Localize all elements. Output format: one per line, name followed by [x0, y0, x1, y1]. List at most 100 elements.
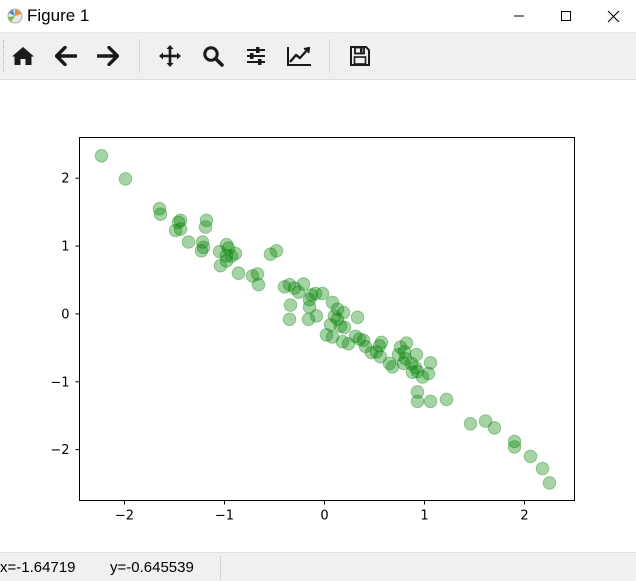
data-point [415, 370, 430, 384]
save-button[interactable] [345, 41, 375, 71]
data-point [269, 244, 284, 258]
data-point [153, 207, 168, 221]
data-point [369, 345, 384, 359]
data-point [352, 332, 367, 346]
data-point [323, 318, 338, 332]
sliders-icon [247, 47, 265, 65]
home-button[interactable] [8, 41, 38, 71]
data-point [385, 360, 400, 374]
data-point [523, 449, 538, 464]
title-bar: Figure 1 [0, 0, 636, 33]
data-point [439, 392, 454, 407]
data-point [94, 149, 109, 163]
x-axis: −2 −1 0 1 2 [115, 500, 529, 524]
data-point [348, 329, 363, 344]
zoom-button[interactable] [198, 41, 228, 71]
data-point [282, 312, 297, 327]
data-point [507, 440, 522, 454]
maximize-button[interactable] [543, 0, 589, 32]
data-point [364, 345, 379, 360]
forward-button[interactable] [93, 41, 123, 71]
data-point [356, 333, 371, 348]
data-point [245, 269, 260, 283]
data-point [224, 249, 239, 263]
data-point [168, 223, 183, 238]
data-point [325, 295, 340, 310]
data-point [219, 248, 234, 263]
data-point [410, 385, 425, 399]
scatter-plot[interactable]: −2 −1 0 1 2 −2 −1 0 1 2 [0, 80, 636, 552]
data-point [330, 302, 345, 316]
data-point [507, 434, 522, 449]
data-point [152, 201, 167, 216]
data-point [398, 351, 413, 366]
data-point [263, 247, 278, 261]
data-point [330, 312, 345, 327]
minimize-icon [514, 15, 524, 17]
close-icon [607, 10, 619, 22]
data-point [199, 213, 214, 228]
y-tick-label: 0 [61, 307, 69, 322]
data-point [358, 339, 373, 354]
data-point [350, 310, 365, 325]
cursor-x-readout: x=-1.64719 [0, 559, 76, 576]
toolbar-grip[interactable] [3, 40, 6, 72]
data-point [251, 277, 266, 292]
data-point [423, 394, 438, 409]
navigation-toolbar [0, 33, 636, 80]
data-point [408, 360, 423, 375]
axes-frame [79, 137, 575, 501]
data-point [173, 222, 188, 236]
configure-subplots-button[interactable] [241, 41, 271, 71]
y-tick-label: −1 [50, 375, 69, 390]
data-point [283, 298, 298, 312]
data-point [404, 356, 419, 371]
x-tick-label: 1 [420, 509, 428, 524]
edit-axes-button[interactable] [284, 41, 314, 71]
figure-canvas[interactable]: −2 −1 0 1 2 −2 −1 0 1 2 [0, 80, 636, 552]
close-button[interactable] [590, 0, 636, 32]
data-point [219, 237, 234, 252]
data-point [228, 246, 243, 261]
data-point [410, 364, 425, 379]
data-point [535, 461, 550, 476]
back-button[interactable] [51, 41, 81, 71]
data-point [302, 300, 317, 314]
x-tick-label: 0 [320, 509, 328, 524]
status-separator [220, 556, 221, 580]
data-point [327, 309, 342, 323]
x-tick-label: −2 [115, 509, 134, 524]
data-point [396, 356, 411, 371]
data-point [325, 330, 340, 344]
data-point [304, 288, 319, 302]
data-point [296, 277, 311, 291]
data-point [212, 244, 227, 259]
data-point [463, 417, 478, 431]
data-point [291, 285, 306, 299]
x-tick-label: 2 [520, 509, 528, 524]
cursor-y-readout: y=-0.645539 [110, 559, 194, 576]
pan-button[interactable] [155, 41, 185, 71]
data-point [421, 366, 436, 381]
status-bar: x=-1.64719 y=-0.645539 [0, 552, 636, 581]
minimize-button[interactable] [496, 0, 542, 32]
y-tick-label: 1 [61, 240, 69, 255]
data-point [423, 356, 438, 370]
home-icon [12, 47, 34, 65]
data-point [221, 241, 236, 255]
y-tick-label: 2 [61, 172, 69, 187]
data-point [195, 235, 210, 249]
data-point [301, 312, 316, 327]
data-point [181, 235, 196, 249]
floppy-disk-icon [350, 46, 370, 66]
line-chart-icon [287, 46, 311, 66]
data-point [282, 277, 297, 292]
data-point [409, 347, 424, 362]
data-point [336, 305, 351, 320]
data-point [393, 340, 408, 355]
data-point [487, 421, 502, 435]
data-point [194, 244, 209, 258]
data-point [308, 286, 323, 301]
window-title: Figure 1 [27, 6, 90, 25]
data-point [542, 476, 557, 490]
